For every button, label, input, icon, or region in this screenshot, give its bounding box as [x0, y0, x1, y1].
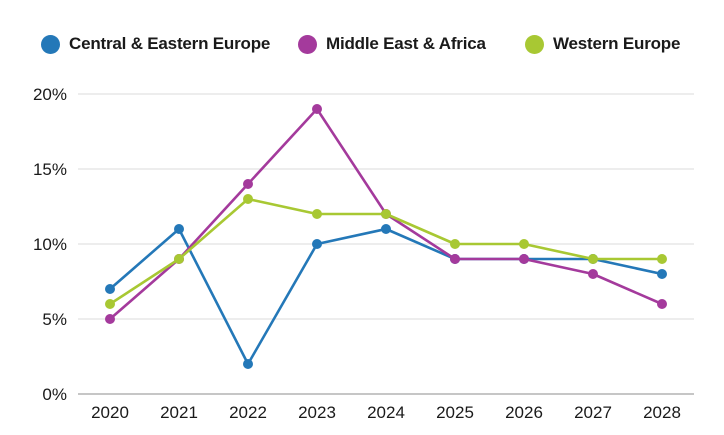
- legend-label: Western Europe: [553, 34, 681, 53]
- data-point: [588, 254, 598, 264]
- y-axis-tick-label: 20%: [33, 85, 67, 104]
- data-point: [174, 224, 184, 234]
- data-point: [312, 209, 322, 219]
- x-axis-tick-label: 2020: [91, 403, 129, 422]
- y-axis-tick-label: 10%: [33, 235, 67, 254]
- data-point: [174, 254, 184, 264]
- data-point: [105, 314, 115, 324]
- y-axis-tick-label: 5%: [42, 310, 67, 329]
- data-point: [105, 299, 115, 309]
- x-axis-tick-label: 2027: [574, 403, 612, 422]
- series-western-europe: [105, 194, 667, 309]
- legend-label: Middle East & Africa: [326, 34, 486, 53]
- series-line: [108, 227, 664, 366]
- x-axis-tick-label: 2026: [505, 403, 543, 422]
- x-axis-tick-label: 2021: [160, 403, 198, 422]
- x-axis-tick-label: 2028: [643, 403, 681, 422]
- legend-swatch-icon: [525, 34, 544, 54]
- data-point: [450, 254, 460, 264]
- data-point: [657, 269, 667, 279]
- legend-item: Western Europe: [525, 34, 680, 54]
- series-central-eastern-europe: [105, 224, 667, 369]
- legend-item: Middle East & Africa: [298, 34, 486, 54]
- data-point: [381, 224, 391, 234]
- x-axis-tick-label: 2025: [436, 403, 474, 422]
- legend-label: Central & Eastern Europe: [69, 34, 271, 53]
- data-point: [519, 239, 529, 249]
- data-point: [243, 194, 253, 204]
- data-point: [105, 284, 115, 294]
- x-axis-tick-label: 2024: [367, 403, 405, 422]
- data-point: [588, 269, 598, 279]
- data-point: [519, 254, 529, 264]
- legend-swatch-icon: [41, 34, 60, 54]
- data-point: [450, 239, 460, 249]
- data-point: [312, 239, 322, 249]
- legend-item: Central & Eastern Europe: [41, 34, 270, 54]
- y-axis-tick-label: 15%: [33, 160, 67, 179]
- x-axis-tick-label: 2023: [298, 403, 336, 422]
- data-point: [657, 299, 667, 309]
- data-point: [243, 359, 253, 369]
- data-point: [243, 179, 253, 189]
- data-point: [381, 209, 391, 219]
- y-axis-tick-label: 0%: [42, 385, 67, 404]
- data-point: [312, 104, 322, 114]
- chart-legend: Central & Eastern Europe Middle East & Af…: [0, 0, 724, 62]
- data-point: [657, 254, 667, 264]
- legend-swatch-icon: [298, 34, 317, 54]
- x-axis-tick-label: 2022: [229, 403, 267, 422]
